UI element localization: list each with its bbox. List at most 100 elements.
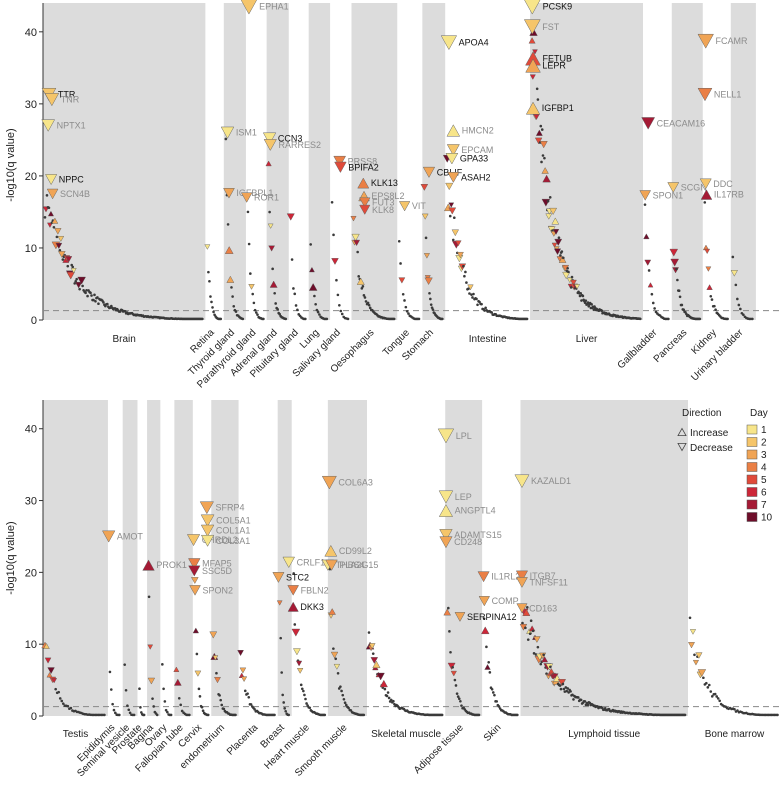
data-point <box>392 699 395 703</box>
data-point <box>219 698 222 702</box>
data-point <box>583 301 587 304</box>
data-point <box>676 278 679 282</box>
data-point <box>488 671 492 674</box>
labeled-point <box>516 603 528 614</box>
data-point <box>536 98 540 101</box>
data-point <box>702 676 705 680</box>
data-point <box>451 229 459 237</box>
gene-label: PROK1 <box>156 560 187 570</box>
data-point <box>123 310 127 313</box>
y-tick-label: 0 <box>31 315 37 327</box>
data-point <box>284 317 288 321</box>
data-point <box>403 299 406 302</box>
data-point <box>707 683 711 687</box>
data-point <box>180 709 184 713</box>
data-point <box>692 659 699 666</box>
data-point <box>323 713 327 717</box>
data-point <box>565 689 569 693</box>
legend-day-label: 2 <box>761 438 767 449</box>
gene-label: ITGB7 <box>530 571 556 581</box>
data-point <box>683 713 687 717</box>
data-point <box>429 297 432 301</box>
data-point <box>539 141 548 149</box>
data-point <box>47 222 53 228</box>
labeled-point <box>240 192 253 203</box>
tissue-band <box>174 400 193 716</box>
gene-label: TNR <box>61 95 80 105</box>
data-point <box>476 303 479 307</box>
data-point <box>688 642 695 649</box>
data-point <box>580 299 583 302</box>
gene-label: COL5A1 <box>216 516 251 526</box>
gene-label: CD99L2 <box>339 546 372 556</box>
data-point <box>471 296 474 299</box>
tissue-band <box>308 3 331 320</box>
data-point <box>304 697 307 701</box>
data-point <box>716 697 720 700</box>
data-point <box>647 269 651 272</box>
data-point <box>308 706 312 710</box>
legend-day-title: Day <box>750 408 768 419</box>
data-point <box>201 709 205 713</box>
tissue-label: Skin <box>482 722 504 744</box>
data-point <box>450 670 457 677</box>
data-point <box>441 317 444 321</box>
tissue-band <box>266 3 289 320</box>
data-point <box>554 238 563 246</box>
labeled-point <box>446 124 461 137</box>
data-point <box>66 271 75 280</box>
gene-label: CCN3 <box>278 133 303 143</box>
gene-label: HMCN2 <box>462 126 494 136</box>
labeled-point <box>240 0 257 15</box>
gene-label: ADAMTS15 <box>454 530 502 540</box>
data-point <box>454 684 458 687</box>
gene-label: COL1A1 <box>216 526 251 536</box>
data-point <box>477 713 481 717</box>
data-point <box>161 663 164 666</box>
data-point <box>332 647 335 650</box>
gene-label: RARRES2 <box>278 140 321 150</box>
y-tick-label: 40 <box>25 27 37 39</box>
data-point <box>292 287 295 290</box>
data-point <box>490 688 494 691</box>
data-point <box>705 681 708 685</box>
labeled-point <box>142 559 155 571</box>
data-point <box>249 272 252 275</box>
data-point <box>269 280 278 288</box>
data-point <box>293 648 301 656</box>
data-point <box>51 217 59 224</box>
data-point <box>542 174 551 183</box>
data-point <box>698 317 702 321</box>
labeled-point <box>641 117 656 130</box>
gene-label: COMP <box>492 596 519 606</box>
data-point <box>389 698 393 702</box>
data-point <box>484 664 491 670</box>
data-point <box>569 286 573 289</box>
data-point <box>247 696 251 699</box>
data-point <box>173 666 180 672</box>
data-point <box>342 697 346 701</box>
data-point <box>347 706 350 710</box>
data-point <box>470 293 473 296</box>
data-point <box>75 277 78 281</box>
data-point <box>89 291 92 295</box>
data-point <box>653 307 656 310</box>
data-point <box>353 239 361 247</box>
labeled-point <box>223 188 235 199</box>
data-point <box>562 256 565 260</box>
labeled-point <box>639 190 652 201</box>
gene-label: CRLF1 <box>297 557 326 567</box>
data-point <box>452 216 456 220</box>
data-point <box>278 312 281 316</box>
data-point <box>54 228 62 235</box>
data-point <box>532 652 536 655</box>
labeled-point <box>439 529 453 542</box>
data-point <box>271 267 274 271</box>
data-point <box>256 313 259 316</box>
data-point <box>559 254 562 257</box>
data-point <box>61 258 65 261</box>
data-point <box>318 313 321 316</box>
data-point <box>485 645 488 649</box>
data-point <box>736 709 739 712</box>
data-point <box>97 302 100 306</box>
